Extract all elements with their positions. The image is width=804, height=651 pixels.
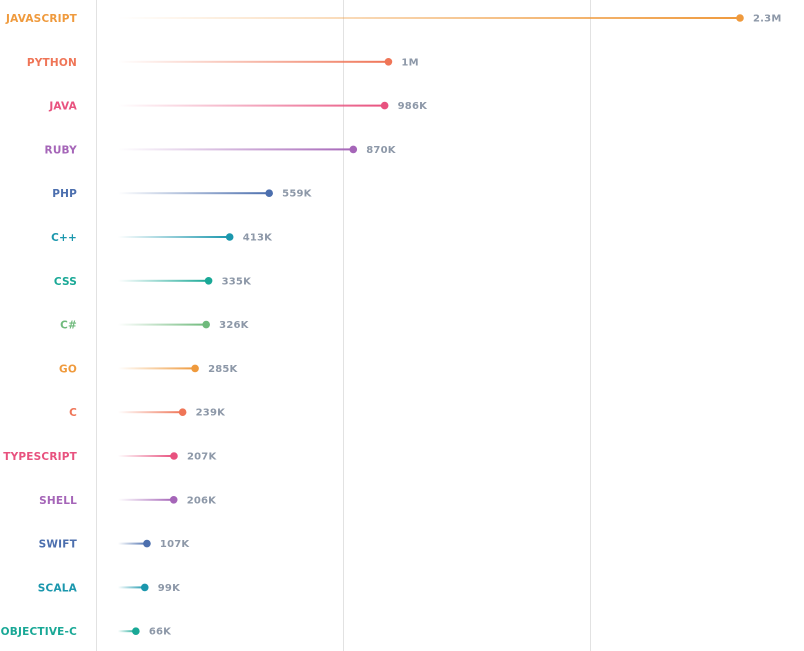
category-label: SWIFT [39,539,78,551]
lollipop-dot [380,101,389,110]
value-label: 207K [187,452,217,463]
lollipop-dot [143,539,151,548]
category-label: PYTHON [27,57,77,69]
category-label: OBJECTIVE-C [1,626,77,638]
category-label: CSS [54,276,77,288]
category-label: SHELL [39,495,77,507]
category-label: C [69,407,77,419]
value-label: 107K [160,539,190,550]
lollipop-dot [204,277,213,285]
value-label: 239K [196,408,226,419]
lollipop-stem [118,148,354,151]
category-label: PHP [52,188,77,200]
category-label: JAVASCRIPT [5,13,78,25]
category-label: SCALA [38,582,78,594]
value-label: 99K [158,583,181,594]
category-label: TYPESCRIPT [3,451,77,463]
lollipop-dot [170,452,178,460]
value-label: 1M [401,57,418,68]
lollipop-stem [118,630,136,633]
category-label: RUBY [45,144,78,156]
value-label: 206K [187,495,217,506]
grid-lines [96,0,591,651]
lollipop-dot [169,496,178,504]
category-label: C++ [51,232,77,244]
chart-marks: JAVASCRIPT 2.3M PYTHON 1M JAVA 986K RUBY 870K PH… [1,13,782,638]
lollipop-stem [118,192,270,195]
lollipop-stem [118,104,385,107]
category-label: JAVA [48,101,77,113]
lollipop-stem [118,236,230,238]
lollipop-dot [736,14,744,22]
category-label: GO [59,363,77,375]
value-label: 870K [366,145,396,156]
value-label: 2.3M [753,14,781,25]
lollipop-stem [118,586,145,589]
lollipop-stem [118,542,147,545]
lollipop-stem [118,498,174,501]
lollipop-dot [191,364,199,373]
category-label: C# [60,320,77,332]
lollipop-dot [132,627,140,635]
lollipop-stem [118,17,740,19]
value-label: 66K [149,627,172,638]
lollipop-stem [118,367,196,370]
lollipop-dot [178,408,187,417]
value-label: 413K [243,233,273,244]
lollipop-dot [265,189,273,197]
lollipop-dot [140,583,149,592]
value-label: 559K [282,189,312,200]
lollipop-stem [118,60,389,63]
value-label: 986K [398,101,428,112]
value-label: 326K [219,320,249,331]
lollipop-dot [225,233,234,241]
lollipop-stem [118,411,183,414]
value-label: 285K [208,364,238,375]
lollipop-stem [118,455,174,457]
lollipop-dot [202,320,210,329]
lollipop-stem [118,279,209,282]
lollipop-dot [349,145,358,154]
lollipop-stem [118,323,207,326]
lollipop-dot [384,58,393,66]
value-label: 335K [222,276,252,287]
